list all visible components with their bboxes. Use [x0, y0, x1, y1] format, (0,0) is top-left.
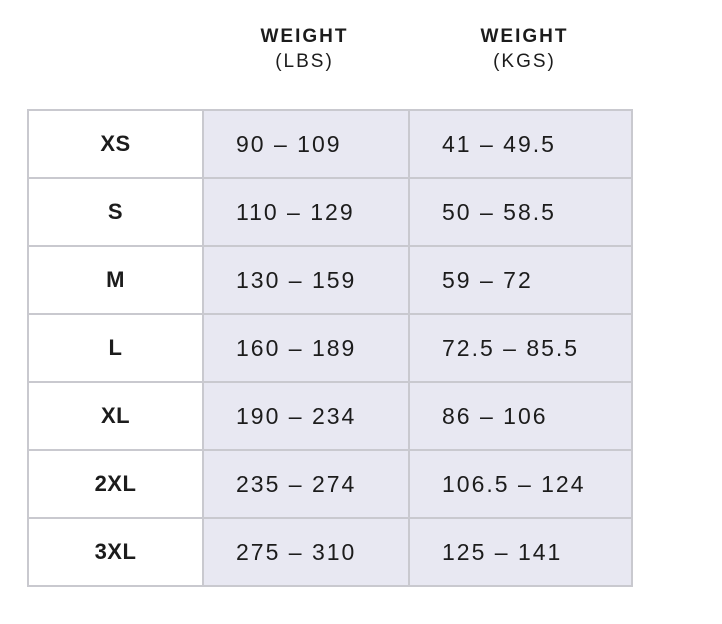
table-row: M 130 – 159 59 – 72 [27, 245, 633, 315]
weight-kgs-column-header: WEIGHT (KGS) [442, 24, 607, 74]
weight-lbs-column-header: WEIGHT (LBS) [222, 24, 387, 74]
size-label: S [27, 177, 204, 247]
weight-kgs-cell: 86 – 106 [408, 381, 633, 451]
weight-lbs-cell: 130 – 159 [202, 245, 410, 315]
weight-lbs-title: WEIGHT [260, 26, 349, 47]
weight-kgs-title: WEIGHT [480, 26, 569, 47]
weight-kgs-cell: 106.5 – 124 [408, 449, 633, 519]
weight-kgs-unit: (KGS) [493, 51, 556, 72]
table-row: 2XL 235 – 274 106.5 – 124 [27, 449, 633, 519]
weight-kgs-cell: 41 – 49.5 [408, 109, 633, 179]
table-row: XS 90 – 109 41 – 49.5 [27, 109, 633, 179]
weight-lbs-cell: 110 – 129 [202, 177, 410, 247]
table-row: S 110 – 129 50 – 58.5 [27, 177, 633, 247]
weight-kgs-cell: 50 – 58.5 [408, 177, 633, 247]
size-label: XL [27, 381, 204, 451]
size-label: XS [27, 109, 204, 179]
table-row: XL 190 – 234 86 – 106 [27, 381, 633, 451]
size-label: L [27, 313, 204, 383]
size-chart-table: XS 90 – 109 41 – 49.5 S 110 – 129 50 – 5… [27, 109, 633, 587]
size-label: 2XL [27, 449, 204, 519]
table-row: L 160 – 189 72.5 – 85.5 [27, 313, 633, 383]
size-label: M [27, 245, 204, 315]
weight-lbs-cell: 190 – 234 [202, 381, 410, 451]
weight-kgs-cell: 125 – 141 [408, 517, 633, 587]
weight-lbs-cell: 90 – 109 [202, 109, 410, 179]
table-row: 3XL 275 – 310 125 – 141 [27, 517, 633, 587]
size-label: 3XL [27, 517, 204, 587]
weight-lbs-cell: 160 – 189 [202, 313, 410, 383]
weight-kgs-cell: 59 – 72 [408, 245, 633, 315]
weight-kgs-cell: 72.5 – 85.5 [408, 313, 633, 383]
weight-lbs-unit: (LBS) [275, 51, 334, 72]
weight-lbs-cell: 275 – 310 [202, 517, 410, 587]
weight-lbs-cell: 235 – 274 [202, 449, 410, 519]
